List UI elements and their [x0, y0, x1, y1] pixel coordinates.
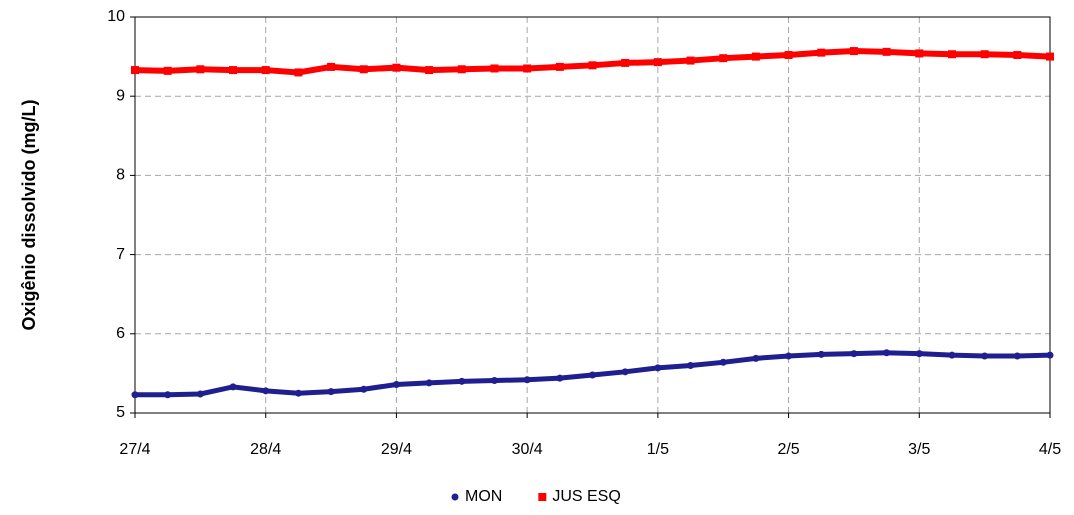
data-point: [327, 388, 335, 396]
plot-frame: [134, 16, 1051, 414]
data-point: [882, 47, 891, 56]
data-point: [261, 66, 270, 75]
legend-marker: [451, 493, 459, 501]
data-point: [719, 54, 728, 63]
data-point: [556, 374, 564, 382]
data-point: [359, 65, 368, 74]
legend-marker: [538, 493, 547, 501]
data-point: [196, 65, 205, 74]
data-point: [1046, 52, 1054, 61]
data-point: [294, 68, 303, 77]
x-tick-label: 1/5: [647, 441, 669, 458]
data-point: [555, 62, 564, 71]
data-point: [686, 56, 695, 65]
data-point: [588, 61, 597, 70]
data-point: [589, 371, 596, 379]
x-tick-label: 3/5: [908, 441, 930, 458]
data-point: [131, 391, 139, 399]
data-point: [1013, 51, 1022, 60]
x-tick-label: 27/4: [119, 441, 150, 458]
data-point: [490, 64, 499, 73]
data-point: [490, 377, 498, 385]
data-point: [360, 385, 368, 393]
data-point: [164, 391, 172, 399]
data-point: [850, 350, 858, 358]
data-point: [229, 66, 238, 75]
data-point: [523, 376, 531, 384]
y-tick-label: 9: [116, 87, 125, 104]
data-point: [1013, 352, 1021, 360]
y-tick-label: 10: [107, 8, 125, 25]
x-tick-label: 29/4: [381, 441, 412, 458]
y-tick-label: 7: [116, 246, 125, 263]
data-point: [327, 62, 336, 71]
data-point: [458, 377, 466, 385]
y-axis-label: Oxigênio dissolvido (mg/L): [19, 99, 39, 330]
data-point: [425, 66, 434, 75]
x-tick-label: 2/5: [777, 441, 799, 458]
data-point: [817, 48, 826, 57]
data-point: [947, 50, 956, 59]
data-point: [621, 368, 629, 376]
data-point: [948, 351, 956, 359]
y-tick-label: 8: [116, 167, 125, 184]
data-point: [687, 361, 695, 369]
data-point: [457, 65, 466, 74]
data-point: [196, 390, 204, 398]
data-point: [131, 66, 139, 75]
data-point: [621, 58, 630, 67]
data-point: [229, 383, 237, 391]
data-point: [785, 352, 793, 360]
data-point: [294, 389, 302, 397]
legend-label: MON: [465, 488, 502, 505]
data-point: [915, 49, 924, 58]
data-point: [163, 66, 172, 75]
data-point: [752, 354, 760, 362]
data-point: [883, 349, 891, 357]
data-point: [981, 352, 989, 360]
data-point: [751, 52, 760, 61]
data-point: [425, 379, 433, 387]
data-point: [523, 64, 532, 73]
data-point: [719, 358, 727, 366]
data-point: [392, 63, 401, 72]
data-point: [653, 58, 662, 67]
data-point: [915, 350, 923, 358]
data-point: [1046, 351, 1054, 359]
data-point: [654, 364, 662, 372]
x-tick-label: 28/4: [250, 441, 281, 458]
data-point: [392, 380, 400, 388]
y-tick-label: 6: [116, 325, 125, 342]
data-point: [262, 387, 270, 395]
y-tick-label: 5: [116, 404, 125, 421]
x-tick-label: 4/5: [1039, 441, 1061, 458]
data-point: [817, 350, 825, 358]
data-point: [980, 50, 989, 59]
data-point: [849, 47, 858, 56]
x-tick-label: 30/4: [512, 441, 543, 458]
legend-label: JUS ESQ: [552, 488, 620, 505]
data-point: [784, 51, 793, 60]
